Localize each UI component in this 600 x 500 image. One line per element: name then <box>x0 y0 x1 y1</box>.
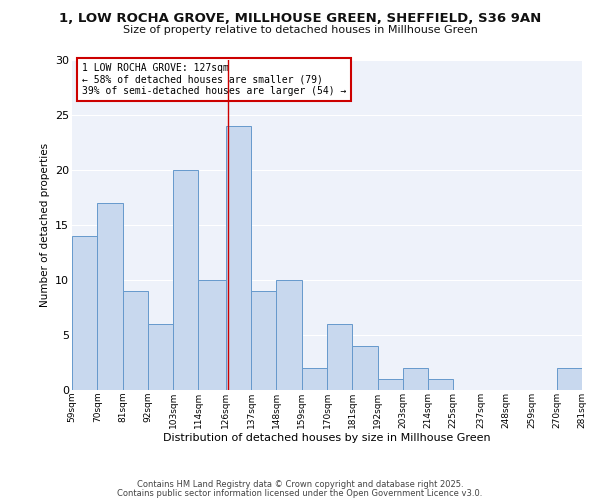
X-axis label: Distribution of detached houses by size in Millhouse Green: Distribution of detached houses by size … <box>163 434 491 444</box>
Bar <box>327 324 352 390</box>
Text: Contains public sector information licensed under the Open Government Licence v3: Contains public sector information licen… <box>118 488 482 498</box>
Bar <box>226 126 251 390</box>
Bar <box>72 236 97 390</box>
Bar <box>173 170 199 390</box>
Bar <box>377 379 403 390</box>
Bar <box>97 203 122 390</box>
Bar <box>199 280 226 390</box>
Bar <box>428 379 454 390</box>
Text: Size of property relative to detached houses in Millhouse Green: Size of property relative to detached ho… <box>122 25 478 35</box>
Bar <box>122 291 148 390</box>
Text: 1 LOW ROCHA GROVE: 127sqm
← 58% of detached houses are smaller (79)
39% of semi-: 1 LOW ROCHA GROVE: 127sqm ← 58% of detac… <box>82 64 347 96</box>
Y-axis label: Number of detached properties: Number of detached properties <box>40 143 50 307</box>
Bar <box>148 324 173 390</box>
Bar <box>557 368 582 390</box>
Bar <box>302 368 327 390</box>
Bar <box>251 291 277 390</box>
Bar <box>403 368 428 390</box>
Bar <box>277 280 302 390</box>
Text: Contains HM Land Registry data © Crown copyright and database right 2025.: Contains HM Land Registry data © Crown c… <box>137 480 463 489</box>
Text: 1, LOW ROCHA GROVE, MILLHOUSE GREEN, SHEFFIELD, S36 9AN: 1, LOW ROCHA GROVE, MILLHOUSE GREEN, SHE… <box>59 12 541 26</box>
Bar <box>352 346 377 390</box>
